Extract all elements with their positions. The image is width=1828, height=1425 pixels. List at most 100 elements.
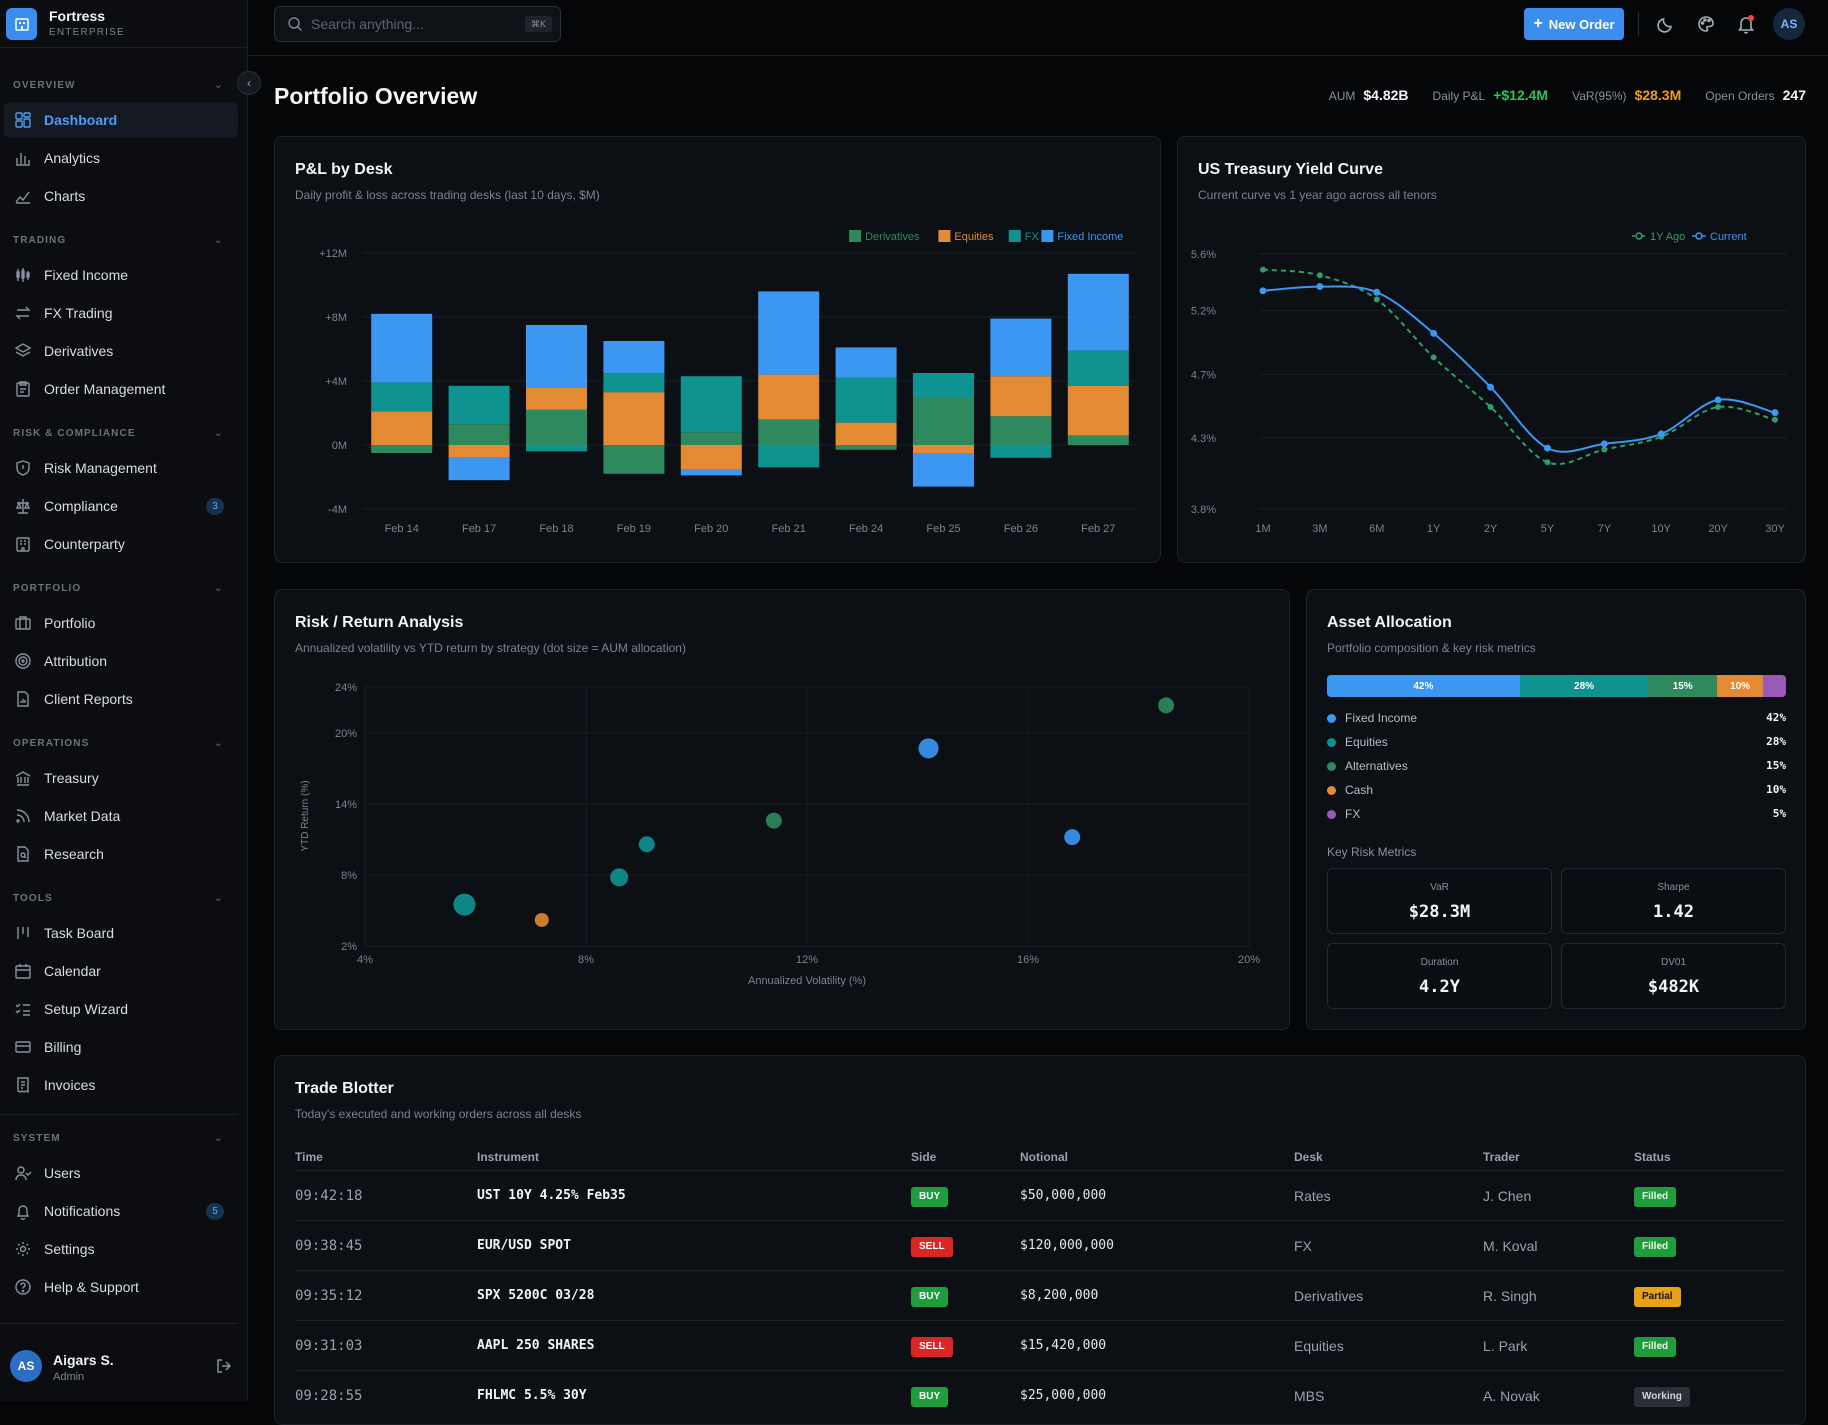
sidebar-item-risk-management[interactable]: Risk Management	[4, 450, 238, 486]
bar-segment-derivatives[interactable]	[835, 445, 897, 450]
sidebar-item-settings[interactable]: Settings	[4, 1231, 238, 1267]
bar-segment-derivatives[interactable]	[526, 409, 587, 445]
legend-label[interactable]: Derivatives	[865, 231, 920, 243]
brand[interactable]: Fortress ENTERPRISE	[0, 0, 248, 48]
chevron-down-icon[interactable]: ⌄	[214, 80, 223, 91]
scatter-point[interactable]	[1064, 829, 1081, 846]
data-point[interactable]	[1714, 396, 1722, 404]
sidebar-item-treasury[interactable]: Treasury	[4, 760, 238, 796]
bar-segment-derivatives[interactable]	[680, 432, 742, 445]
bar-segment-fx[interactable]	[990, 445, 1052, 458]
data-point[interactable]	[1487, 404, 1494, 410]
nav-section-label[interactable]: RISK & COMPLIANCE	[13, 428, 136, 439]
bar-segment-equities[interactable]	[680, 445, 742, 469]
bar-segment-fixed-income[interactable]	[680, 469, 742, 476]
sidebar-item-dashboard[interactable]: Dashboard	[4, 102, 238, 138]
bar-segment-fx[interactable]	[680, 376, 742, 433]
scatter-point[interactable]	[534, 912, 549, 927]
column-header[interactable]: Notional	[1020, 1150, 1068, 1164]
scatter-point[interactable]	[1158, 697, 1175, 714]
collapse-sidebar-button[interactable]: ‹	[237, 71, 261, 95]
bar-segment-derivatives[interactable]	[990, 416, 1052, 445]
bar-segment-fx[interactable]	[526, 445, 587, 452]
data-point[interactable]	[1600, 440, 1608, 448]
sidebar-item-charts[interactable]: Charts	[4, 178, 238, 214]
data-point[interactable]	[1771, 409, 1779, 417]
bar-segment-derivatives[interactable]	[758, 419, 820, 445]
bar-segment-equities[interactable]	[758, 374, 820, 420]
data-point[interactable]	[1487, 383, 1495, 391]
sidebar-item-attribution[interactable]: Attribution	[4, 643, 238, 679]
column-header[interactable]: Side	[911, 1150, 937, 1164]
bar-segment-equities[interactable]	[603, 392, 665, 445]
legend-label[interactable]: Current	[1710, 231, 1747, 243]
trade-instrument[interactable]: UST 10Y 4.25% Feb35	[477, 1188, 626, 1203]
chevron-down-icon[interactable]: ⌄	[214, 1133, 223, 1144]
column-header[interactable]: Desk	[1294, 1150, 1323, 1164]
nav-section-label[interactable]: PORTFOLIO	[13, 583, 82, 594]
data-point[interactable]	[1373, 296, 1380, 303]
bar-segment-fixed-income[interactable]	[758, 291, 820, 375]
table-row[interactable]: 09:38:45 EUR/USD SPOT SELL $120,000,000 FX M.…	[295, 1220, 1785, 1270]
allocation-segment[interactable]: 28%	[1519, 675, 1649, 697]
legend-label[interactable]: Equities	[954, 231, 994, 243]
allocation-segment[interactable]: 15%	[1648, 675, 1718, 697]
nav-section-label[interactable]: TRADING	[13, 235, 67, 246]
sidebar-item-fixed-income[interactable]: Fixed Income	[4, 257, 238, 293]
data-point[interactable]	[1543, 444, 1551, 452]
scatter-point[interactable]	[918, 738, 939, 759]
table-row[interactable]: 09:31:03 AAPL 250 SHARES SELL $15,420,000 Eq…	[295, 1320, 1785, 1370]
bar-segment-fixed-income[interactable]	[835, 347, 897, 378]
bar-segment-fx[interactable]	[758, 445, 820, 468]
data-point[interactable]	[1316, 272, 1323, 279]
chevron-down-icon[interactable]: ⌄	[214, 893, 223, 904]
sidebar-item-notifications[interactable]: Notifications 5	[4, 1193, 238, 1229]
data-point[interactable]	[1430, 329, 1438, 337]
bar-segment-fx[interactable]	[835, 377, 897, 423]
bar-segment-derivatives[interactable]	[603, 445, 665, 474]
table-row[interactable]: 09:42:18 UST 10Y 4.25% Feb35 BUY $50,000,00…	[295, 1170, 1785, 1220]
legend-label[interactable]: FX	[1025, 231, 1040, 243]
scatter-point[interactable]	[453, 893, 476, 916]
data-point[interactable]	[1316, 283, 1324, 291]
bar-segment-fx[interactable]	[371, 382, 433, 412]
nav-section-label[interactable]: SYSTEM	[13, 1133, 61, 1144]
data-point[interactable]	[1544, 459, 1551, 466]
data-point[interactable]	[1772, 416, 1778, 423]
table-row[interactable]: 09:35:12 SPX 5200C 03/28 BUY $8,200,000 Deri…	[295, 1270, 1785, 1320]
sidebar-item-order-management[interactable]: Order Management	[4, 371, 238, 407]
bar-segment-fixed-income[interactable]	[371, 313, 433, 383]
chevron-down-icon[interactable]: ⌄	[214, 738, 223, 749]
sidebar-item-billing[interactable]: Billing	[4, 1029, 238, 1065]
search-box[interactable]: Search anything... ⌘K	[274, 6, 561, 42]
bar-segment-fixed-income[interactable]	[526, 325, 587, 388]
allocation-segment[interactable]: 42%	[1327, 675, 1520, 697]
scatter-point[interactable]	[610, 868, 629, 887]
bar-segment-fixed-income[interactable]	[990, 318, 1052, 377]
column-header[interactable]: Instrument	[477, 1150, 540, 1164]
sidebar-item-compliance[interactable]: Compliance 3	[4, 488, 238, 524]
sidebar-item-setup-wizard[interactable]: Setup Wizard	[4, 991, 238, 1027]
header-avatar[interactable]: AS	[1773, 8, 1805, 40]
sidebar-item-task-board[interactable]: Task Board	[4, 915, 238, 951]
scatter-point[interactable]	[765, 812, 782, 829]
sidebar-item-fx-trading[interactable]: FX Trading	[4, 295, 238, 331]
bar-segment-equities[interactable]	[990, 376, 1052, 417]
sidebar-item-invoices[interactable]: Invoices	[4, 1067, 238, 1103]
trade-instrument[interactable]: SPX 5200C 03/28	[477, 1288, 595, 1303]
data-point[interactable]	[1601, 446, 1608, 453]
chevron-down-icon[interactable]: ⌄	[214, 583, 223, 594]
sidebar-item-counterparty[interactable]: Counterparty	[4, 526, 238, 562]
bar-segment-fixed-income[interactable]	[448, 457, 510, 481]
data-point[interactable]	[1373, 288, 1381, 296]
bar-segment-derivatives[interactable]	[1067, 435, 1129, 445]
scatter-point[interactable]	[638, 836, 655, 853]
sidebar-item-analytics[interactable]: Analytics	[4, 140, 238, 176]
allocation-segment[interactable]: 10%	[1717, 675, 1764, 697]
allocation-segment[interactable]	[1763, 675, 1786, 697]
sidebar-item-users[interactable]: Users	[4, 1155, 238, 1191]
sidebar-item-derivatives[interactable]: Derivatives	[4, 333, 238, 369]
data-point[interactable]	[1430, 354, 1437, 361]
bar-segment-fx[interactable]	[448, 385, 510, 425]
sidebar-item-portfolio[interactable]: Portfolio	[4, 605, 238, 641]
